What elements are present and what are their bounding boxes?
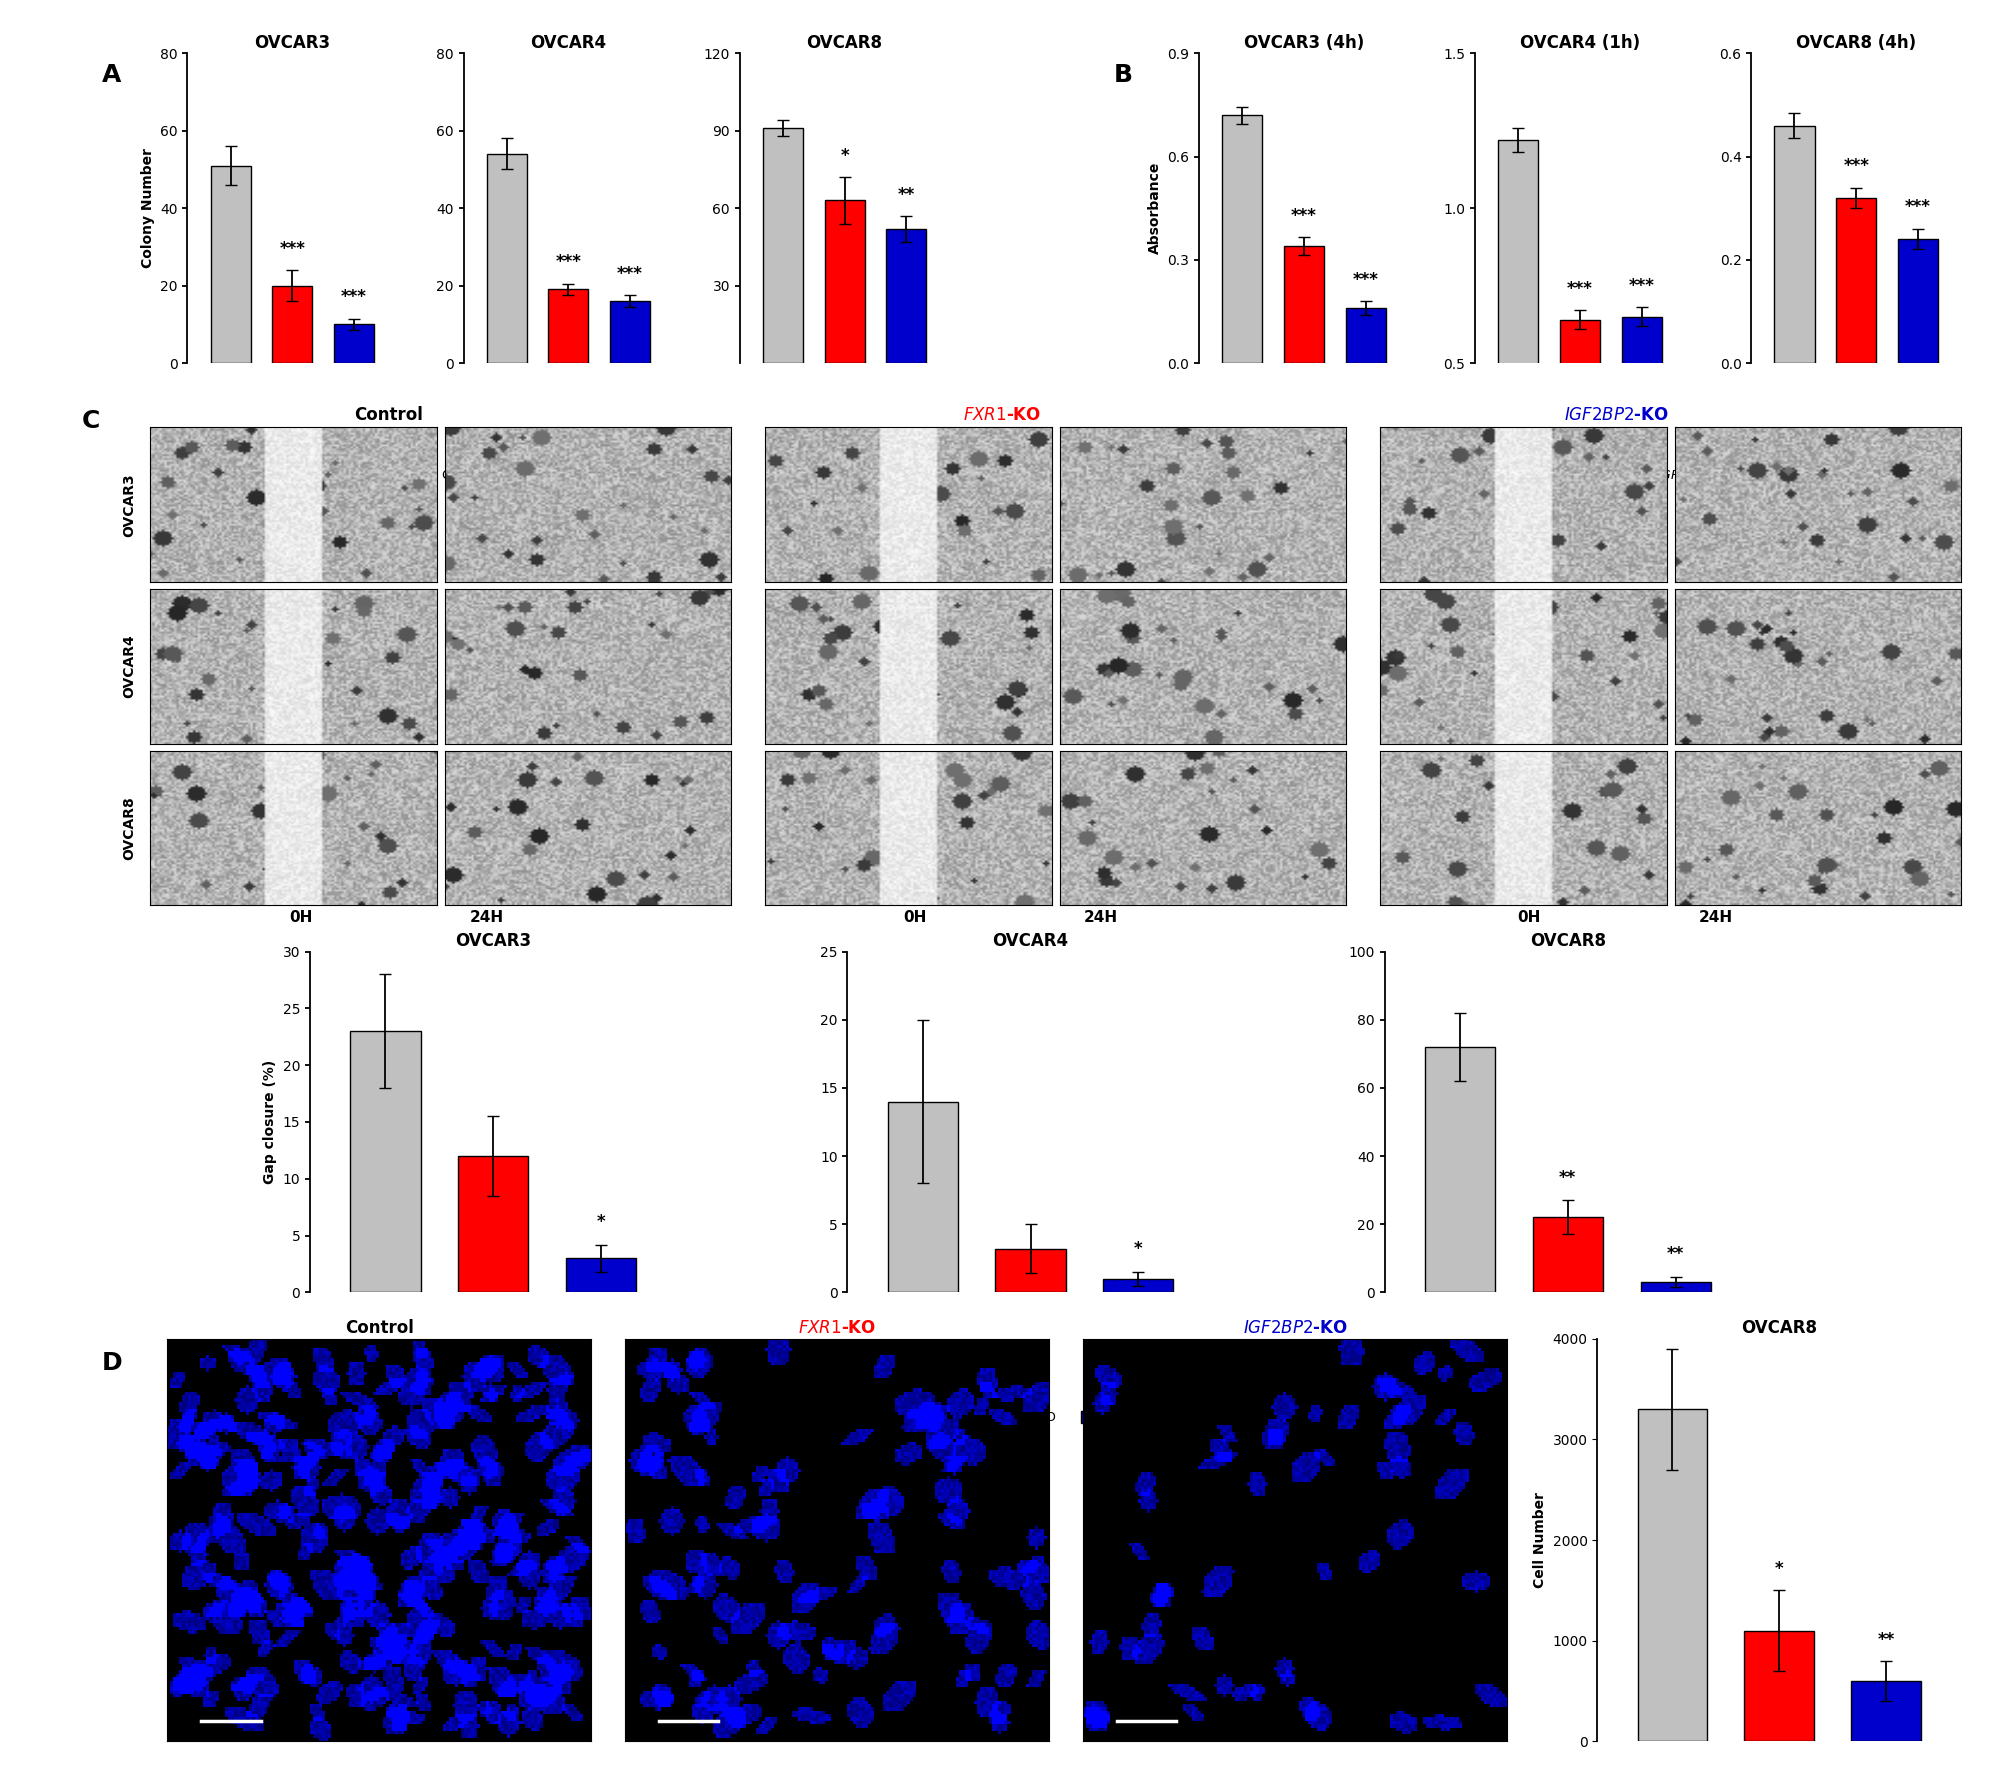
Text: ***: *** <box>1629 277 1655 295</box>
Bar <box>1637 1409 1707 1741</box>
Text: ***: *** <box>1567 281 1593 299</box>
Text: ***: *** <box>556 254 582 272</box>
Y-axis label: Cell Number: Cell Number <box>1533 1493 1547 1589</box>
Bar <box>886 229 926 363</box>
Text: ***: *** <box>1905 199 1931 217</box>
Bar <box>548 290 588 363</box>
Text: 24H: 24H <box>1699 910 1733 926</box>
Bar <box>1897 240 1937 363</box>
Legend: Control, $\it{FXR1}$-KO, $\it{IGF2BP2}$-KO: Control, $\it{FXR1}$-KO, $\it{IGF2BP2}$-… <box>410 464 726 487</box>
Bar <box>350 1031 420 1292</box>
Text: 0H: 0H <box>1517 910 1541 926</box>
Bar <box>272 286 312 363</box>
Title: $\it{FXR1}$-KO: $\it{FXR1}$-KO <box>798 1319 876 1338</box>
Text: OVCAR3: OVCAR3 <box>122 473 136 537</box>
Title: OVCAR8: OVCAR8 <box>806 34 882 52</box>
Title: OVCAR4: OVCAR4 <box>992 931 1069 951</box>
Bar <box>334 325 374 363</box>
Y-axis label: Gap closure (%): Gap closure (%) <box>264 1059 278 1183</box>
Bar <box>1745 1631 1815 1741</box>
Text: $\it{FXR1}$-KO: $\it{FXR1}$-KO <box>964 405 1043 425</box>
Title: OVCAR4 (1h): OVCAR4 (1h) <box>1521 34 1641 52</box>
Title: OVCAR3: OVCAR3 <box>454 931 532 951</box>
Bar <box>566 1258 636 1292</box>
Bar <box>1561 320 1601 517</box>
Title: OVCAR4: OVCAR4 <box>530 34 606 52</box>
Bar <box>1499 140 1539 517</box>
Text: A: A <box>102 62 122 87</box>
Bar <box>824 201 864 363</box>
Text: OVCAR4: OVCAR4 <box>122 634 136 698</box>
Bar <box>1345 307 1385 363</box>
Text: ***: *** <box>340 288 366 306</box>
Text: **: ** <box>1877 1631 1895 1649</box>
Legend: Control, $\it{FXR1}$-KO, $\it{IGF2BP2}$-KO: Control, $\it{FXR1}$-KO, $\it{IGF2BP2}$-… <box>1423 464 1739 487</box>
Bar <box>486 155 526 363</box>
Y-axis label: Colony Number: Colony Number <box>140 147 154 268</box>
Title: OVCAR3 (4h): OVCAR3 (4h) <box>1245 34 1365 52</box>
Text: ***: *** <box>616 265 642 283</box>
Text: ***: *** <box>1843 156 1869 176</box>
Text: C: C <box>82 409 100 434</box>
Text: ***: *** <box>280 240 306 258</box>
Legend: Control, $\it{FXR1}$-KO, $\it{IGF2BP2}$-KO: Control, $\it{FXR1}$-KO, $\it{IGF2BP2}$-… <box>872 1406 1189 1429</box>
Bar <box>458 1157 528 1292</box>
Y-axis label: Absorbance: Absorbance <box>1149 162 1163 254</box>
Bar <box>1533 1217 1603 1292</box>
Title: $\it{IGF2BP2}$-KO: $\it{IGF2BP2}$-KO <box>1243 1319 1347 1338</box>
Text: D: D <box>102 1351 122 1375</box>
Text: *: * <box>596 1214 606 1231</box>
Bar <box>1641 1281 1711 1292</box>
Text: ***: *** <box>1353 270 1379 288</box>
Bar <box>1775 126 1815 363</box>
Bar <box>888 1102 958 1292</box>
Bar <box>1285 245 1325 363</box>
Text: *: * <box>1135 1240 1143 1258</box>
Text: 0H: 0H <box>902 910 926 926</box>
Text: OVCAR8: OVCAR8 <box>122 796 136 860</box>
Text: *: * <box>1775 1560 1783 1578</box>
Bar <box>1223 116 1263 363</box>
Title: Control: Control <box>344 1319 414 1338</box>
Text: **: ** <box>1559 1169 1577 1187</box>
Text: 24H: 24H <box>470 910 504 926</box>
Title: OVCAR8: OVCAR8 <box>1531 931 1605 951</box>
Text: 0H: 0H <box>290 910 312 926</box>
Bar <box>994 1249 1067 1292</box>
Title: OVCAR8: OVCAR8 <box>1741 1319 1817 1338</box>
Text: 24H: 24H <box>1085 910 1119 926</box>
Bar <box>1621 316 1661 517</box>
Title: OVCAR3: OVCAR3 <box>254 34 330 52</box>
Bar <box>610 300 650 363</box>
Bar <box>210 165 250 363</box>
Text: Control: Control <box>354 405 422 425</box>
Text: $\it{IGF2BP2}$-KO: $\it{IGF2BP2}$-KO <box>1565 405 1669 425</box>
Text: **: ** <box>898 185 914 204</box>
Text: B: B <box>1115 62 1133 87</box>
Bar <box>1837 197 1877 363</box>
Bar <box>1851 1681 1921 1741</box>
Text: ***: *** <box>1291 208 1317 226</box>
Text: **: ** <box>1667 1246 1685 1263</box>
Title: OVCAR8 (4h): OVCAR8 (4h) <box>1797 34 1917 52</box>
Text: *: * <box>840 147 848 165</box>
Bar <box>762 128 802 363</box>
Bar <box>1103 1279 1173 1292</box>
Bar <box>1425 1047 1495 1292</box>
